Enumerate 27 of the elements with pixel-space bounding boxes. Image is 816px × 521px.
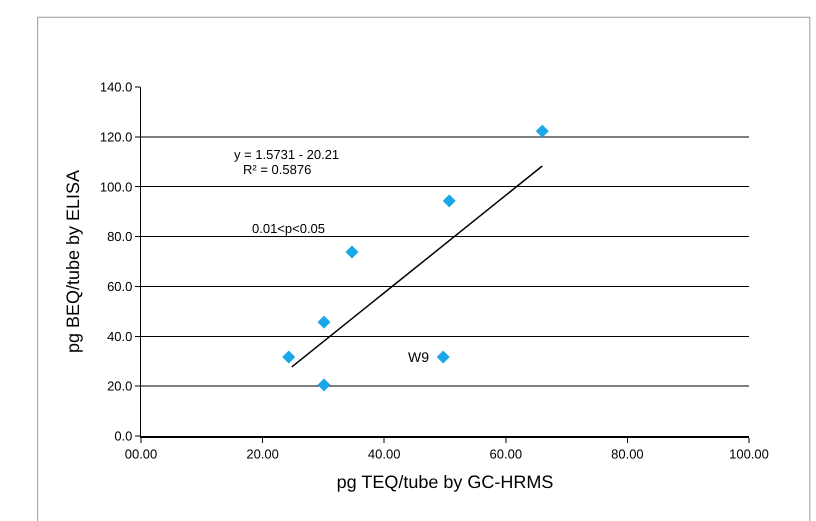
point (318, 378, 331, 392)
y-tick-label: 0.0 (114, 428, 132, 444)
x-tick-label: 80.00 (611, 446, 644, 462)
y-tick-label: 60.0 (107, 278, 132, 294)
point (436, 350, 450, 364)
x-tick-label: 100.00 (729, 446, 769, 462)
point (345, 246, 358, 259)
x-tick-label: 60.00 (490, 446, 522, 462)
y-axis-title: pg BEQ/tube by ELISA (63, 170, 84, 354)
x-axis-title: pg TEQ/tube by GC-HRMS (336, 472, 554, 492)
annotation: W9 (408, 349, 430, 365)
x-tick-label: 40.00 (368, 446, 400, 462)
point (318, 316, 331, 329)
y-tick-label: 140.0 (100, 80, 132, 95)
annotation: 0.01<p<0.05 (252, 221, 326, 236)
x-tick-label: 00.00 (124, 446, 158, 462)
annotation: y = 1.5731 - 20.21 (234, 147, 340, 162)
y-tick-label: 80.0 (107, 229, 132, 244)
y-tick-label: 20.0 (107, 378, 132, 394)
point (282, 350, 296, 364)
point (536, 124, 549, 138)
y-tick-label: 40.0 (107, 328, 132, 344)
y-tick-label: 120.0 (100, 129, 132, 144)
y-tick-label: 100.0 (100, 179, 132, 194)
x-tick-label: 20.00 (246, 446, 279, 462)
point (442, 194, 456, 208)
annotation: R² = 0.5876 (243, 162, 312, 177)
